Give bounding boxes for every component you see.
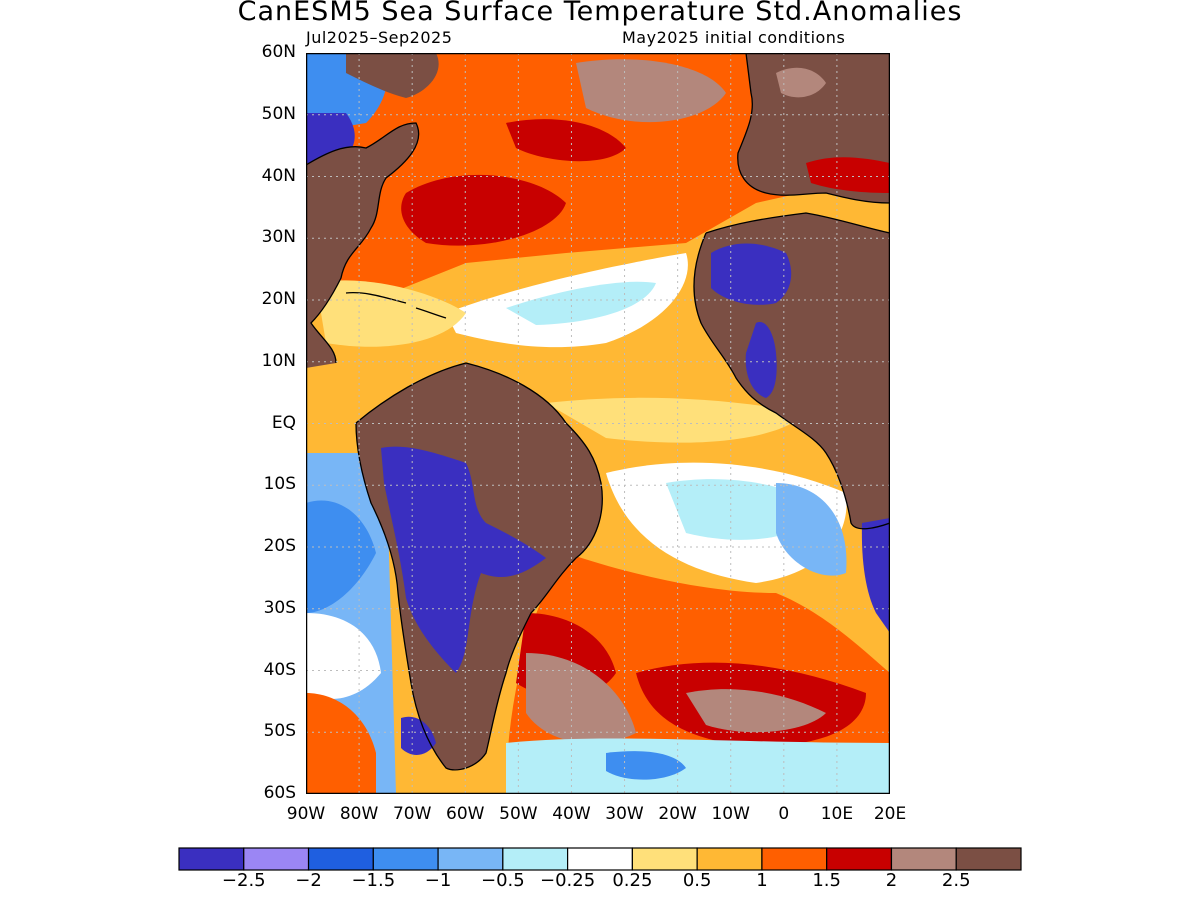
lat-tick-label: 10N [261, 350, 296, 371]
colorbar-tick-label: 1 [756, 870, 768, 891]
colorbar-tick-label: −2 [295, 870, 322, 891]
colorbar-tick-label: 2 [885, 870, 898, 891]
colorbar-tick-label: −1.5 [351, 870, 396, 891]
lon-tick-label: 90W [286, 804, 326, 824]
lon-tick-label: 60W [446, 804, 485, 824]
coastline-africa [693, 212, 890, 530]
anomaly-region-south-brown [686, 689, 826, 733]
colorbar-swatch [826, 847, 893, 871]
coastline-south-america [355, 362, 603, 771]
land-canada-north [346, 53, 439, 98]
colorbar-tick-label: −0.25 [540, 870, 596, 891]
colorbar-tick-label: −0.5 [480, 870, 525, 891]
lon-tick-label: 50W [499, 804, 538, 824]
lat-tick-label: 20S [263, 536, 296, 556]
lat-tick-label: 40N [261, 165, 296, 186]
map-gridlines [306, 53, 890, 794]
colorbar-tick-label: 0.25 [612, 870, 653, 891]
lat-tick-label: 50N [261, 103, 296, 124]
lon-tick-label: 10E [820, 804, 854, 824]
land-anomaly-sahara-cold [711, 243, 792, 305]
colorbar-tick-label: −1 [424, 870, 452, 891]
colorbar-tick-label: 1.5 [812, 870, 841, 891]
colorbar-swatch [890, 847, 957, 871]
colorbar-swatch [761, 847, 828, 871]
land-anomaly-patagonia-cold [401, 716, 436, 755]
lat-tick-label: 30N [261, 227, 296, 248]
anomaly-region-falkland-brown [526, 653, 636, 744]
lon-tick-label: 20W [658, 804, 697, 824]
anomaly-region-se-pacific-white [306, 613, 381, 699]
land-anomaly-interior-cold [381, 446, 546, 673]
colorbar-swatch [243, 847, 310, 871]
anomaly-region-n-atlantic-strong [401, 174, 566, 246]
lat-tick-label: EQ [271, 412, 296, 433]
colorbar-swatch [631, 847, 698, 871]
colorbar-swatch [372, 847, 439, 871]
lon-tick-label: 20E [873, 804, 907, 824]
lat-tick-label: 30S [263, 597, 296, 618]
lat-tick-label: 10S [263, 474, 296, 495]
anomaly-region-se-pacific-blue [306, 500, 376, 613]
colorbar-swatch [307, 847, 374, 871]
lon-tick-label: 80W [339, 804, 379, 824]
colorbar-swatch [955, 847, 1022, 871]
colorbar-swatch [437, 847, 504, 871]
land-anomaly-med-warm [806, 157, 890, 193]
coastline-europe [737, 53, 890, 204]
lat-tick-label: 50S [263, 721, 296, 742]
lon-tick-label: 40W [552, 804, 591, 824]
colorbar-tick-label: 0.5 [682, 870, 712, 891]
anomaly-region-equatorial [546, 397, 806, 443]
colorbar-swatch [502, 847, 569, 871]
anomaly-region-southern-cool [506, 738, 890, 794]
sst-anomaly-map [306, 53, 890, 794]
colorbar-swatch [696, 847, 763, 871]
anomaly-region-ne-atlantic [576, 59, 726, 123]
colorbar-tick-label: −2.5 [221, 870, 266, 891]
lat-tick-label: 60N [261, 42, 296, 62]
colorbar-tick-label: 2.5 [941, 870, 971, 891]
land-anomaly-westafrica-cold [745, 322, 777, 398]
anomaly-region-se-pacific-warm [306, 693, 376, 794]
lon-tick-label: 30W [605, 804, 644, 824]
lon-tick-label: 70W [392, 804, 432, 824]
map-frame [306, 53, 890, 794]
coastline-caribbean [345, 292, 447, 319]
anomaly-region-gulfstream [506, 119, 626, 162]
colorbar [178, 847, 1022, 871]
anomaly-region-caribbean-warm [316, 280, 466, 347]
forecast-period: Jul2025–Sep2025 [306, 28, 453, 47]
land-north-america [306, 123, 419, 368]
lat-tick-label: 60S [263, 783, 296, 803]
anomaly-region-angola-cool [776, 483, 847, 576]
lon-tick-label: 10W [711, 804, 750, 824]
coastline-north-america [306, 122, 420, 364]
land-anomaly-europe-warm [776, 67, 826, 98]
anomaly-region-subtropical-coolest [506, 281, 656, 325]
initial-conditions: May2025 initial conditions [622, 28, 846, 47]
map-title: CanESM5 Sea Surface Temperature Std.Anom… [237, 0, 963, 27]
colorbar-swatch [567, 847, 633, 871]
colorbar-swatch [178, 847, 245, 871]
lon-tick-label: 0 [778, 804, 790, 824]
lat-tick-label: 20N [261, 289, 296, 309]
anomaly-region-southern-blue [606, 751, 686, 780]
lat-tick-label: 40S [263, 659, 296, 680]
